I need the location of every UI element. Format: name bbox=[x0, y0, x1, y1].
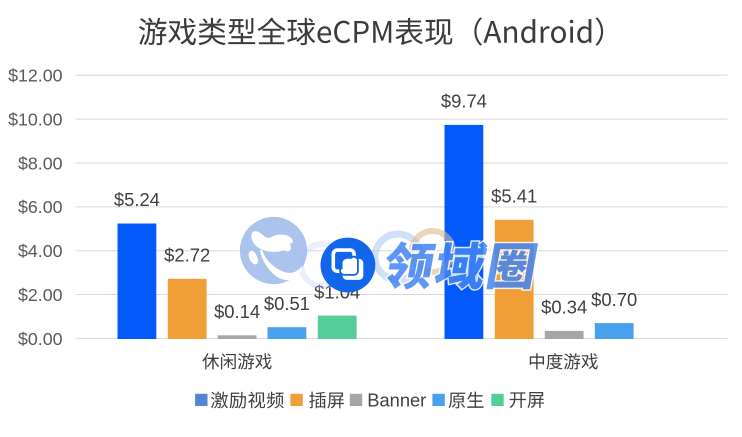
svg-text:$0.51: $0.51 bbox=[264, 293, 310, 314]
svg-text:$10.00: $10.00 bbox=[8, 110, 62, 130]
svg-text:$0.00: $0.00 bbox=[18, 329, 63, 349]
svg-text:$12.00: $12.00 bbox=[8, 66, 62, 86]
svg-text:$0.34: $0.34 bbox=[541, 297, 587, 318]
svg-text:$0.70: $0.70 bbox=[591, 289, 637, 310]
svg-text:$2.72: $2.72 bbox=[164, 244, 210, 265]
svg-text:$8.00: $8.00 bbox=[18, 153, 63, 173]
svg-text:$2.00: $2.00 bbox=[18, 285, 63, 305]
svg-text:$5.41: $5.41 bbox=[491, 185, 537, 206]
svg-text:$9.74: $9.74 bbox=[441, 91, 487, 112]
svg-text:$0.14: $0.14 bbox=[214, 301, 260, 322]
svg-text:Banner: Banner bbox=[367, 390, 426, 411]
svg-text:$6.00: $6.00 bbox=[18, 197, 63, 217]
svg-text:$4.00: $4.00 bbox=[18, 241, 63, 261]
svg-text:$5.24: $5.24 bbox=[114, 189, 160, 210]
